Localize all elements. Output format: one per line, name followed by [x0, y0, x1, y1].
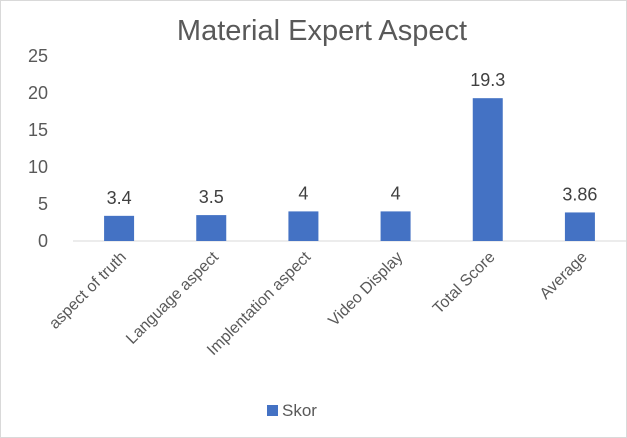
data-label: 4	[391, 183, 401, 203]
legend-swatch	[267, 405, 278, 416]
category-label: Language aspect	[123, 248, 222, 347]
y-tick-label: 15	[28, 120, 48, 140]
category-label: Video Display	[325, 249, 406, 330]
y-tick-label: 10	[28, 157, 48, 177]
category-label: Implentation aspect	[204, 248, 315, 359]
category-label: Average	[537, 249, 591, 303]
y-tick-label: 25	[28, 46, 48, 66]
category-label: Total Score	[430, 249, 499, 318]
bar	[564, 212, 595, 241]
data-label: 3.86	[562, 184, 597, 204]
legend-label: Skor	[282, 401, 317, 420]
data-label: 3.4	[107, 188, 132, 208]
bars	[104, 98, 595, 242]
y-axis-ticks: 0 5 10 15 20 25	[28, 46, 48, 251]
y-tick-label: 5	[38, 194, 48, 214]
bar	[196, 215, 227, 241]
category-label: aspect of truth	[46, 249, 130, 333]
bar	[380, 211, 411, 241]
bar	[288, 211, 319, 241]
chart-title: Material Expert Aspect	[177, 15, 467, 47]
data-label: 4	[298, 183, 308, 203]
y-tick-label: 20	[28, 83, 48, 103]
data-labels: 3.4 3.5 4 4 19.3 3.86	[107, 70, 598, 208]
data-label: 19.3	[470, 70, 505, 90]
bar	[104, 215, 135, 241]
legend: Skor	[267, 401, 317, 420]
data-label: 3.5	[199, 187, 224, 207]
y-tick-label: 0	[38, 231, 48, 251]
bar	[472, 98, 503, 242]
